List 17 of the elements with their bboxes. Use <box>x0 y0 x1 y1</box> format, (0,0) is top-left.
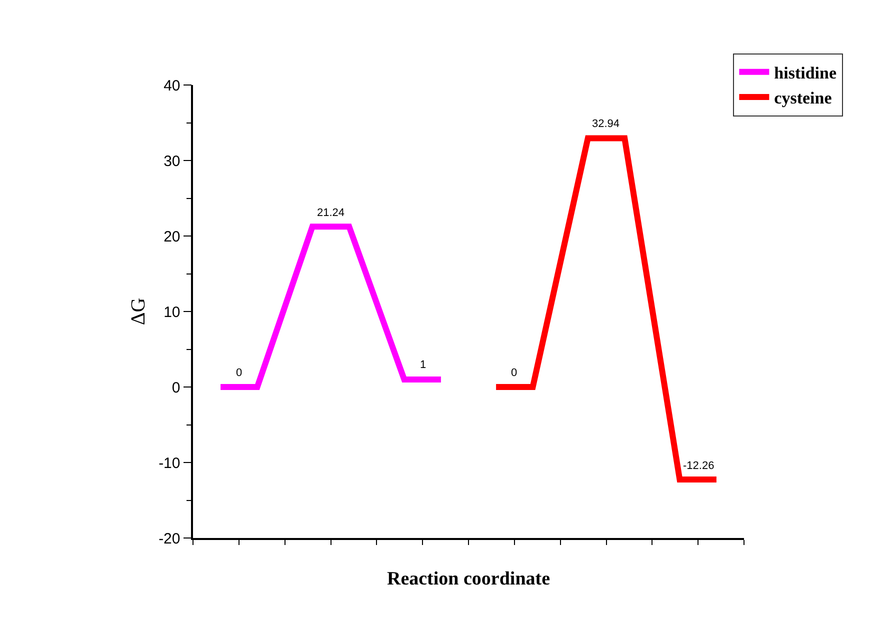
x-axis-title: Reaction coordinate <box>386 568 550 590</box>
y-axis-title: ΔG <box>128 298 150 326</box>
data-label: 0 <box>511 367 518 379</box>
y-tick-label: 0 <box>172 379 180 396</box>
legend-label: cysteine <box>774 88 832 108</box>
y-tick-label: -20 <box>158 530 180 548</box>
data-label: 1 <box>420 359 426 371</box>
data-label: 21.24 <box>317 207 345 219</box>
y-tick-label: 10 <box>164 304 180 321</box>
data-label: 32.94 <box>592 118 620 130</box>
legend-label: histidine <box>774 63 837 82</box>
data-label: -12.26 <box>683 460 714 472</box>
data-label: 0 <box>236 367 242 379</box>
y-tick-label: 30 <box>164 152 180 170</box>
y-tick-label: 20 <box>164 228 180 246</box>
y-tick-label: -10 <box>158 454 180 472</box>
y-tick-label: 40 <box>164 77 180 94</box>
